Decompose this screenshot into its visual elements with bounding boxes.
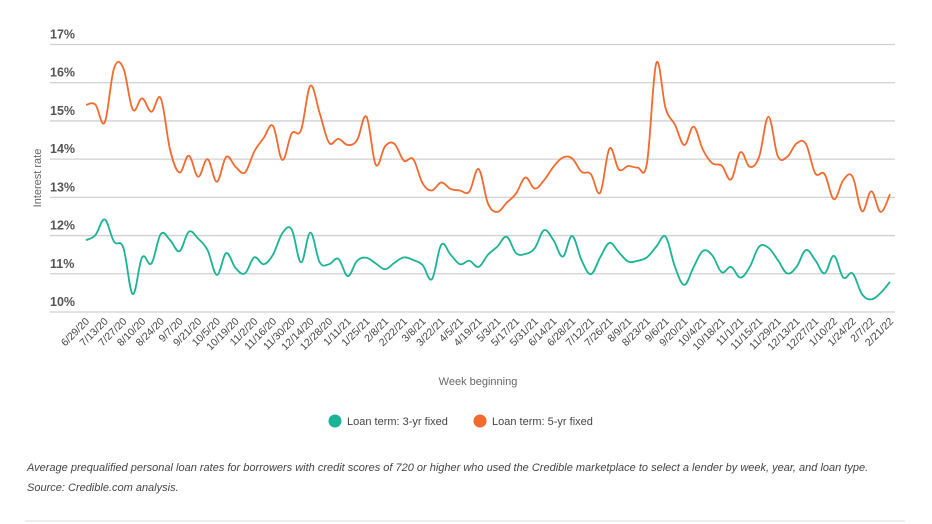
line-chart: 10% 11% 12% 13% 14% 15% 16% 17% 6/29/207/13/207…: [32, 28, 896, 429]
legend-swatch-icon: [328, 414, 342, 428]
chart-caption: Average prequalified personal loan rates…: [27, 462, 869, 494]
legend-swatch-icon: [473, 414, 487, 428]
gridlines: [50, 43, 895, 313]
x-axis-ticks: 6/29/207/13/207/27/208/10/208/24/209/7/2…: [59, 316, 896, 354]
series-line-3yr: [85, 218, 891, 301]
y-axis-label: Interest rate: [32, 149, 44, 208]
series-line-5yr: [85, 60, 891, 213]
legend-item[interactable]: Loan term: 5-yr fixed: [473, 414, 593, 429]
y-axis-ticks: 10% 11% 12% 13% 14% 15% 16% 17%: [50, 28, 75, 310]
divider: [25, 520, 905, 522]
y-tick-label: 15%: [50, 104, 75, 118]
legend: Loan term: 3-yr fixed Loan term: 5-yr fix…: [328, 414, 593, 429]
series-lines: [85, 60, 891, 301]
legend-item[interactable]: Loan term: 3-yr fixed: [328, 414, 448, 429]
y-tick-label: 13%: [50, 180, 75, 194]
y-tick-label: 10%: [50, 295, 75, 309]
y-tick-label: 16%: [50, 66, 75, 80]
legend-label: Loan term: 3-yr fixed: [347, 416, 448, 428]
x-axis-label: Week beginning: [439, 376, 518, 388]
y-tick-label: 17%: [50, 28, 75, 42]
legend-label: Loan term: 5-yr fixed: [492, 416, 593, 428]
y-tick-label: 11%: [50, 257, 74, 271]
y-tick-label: 14%: [50, 142, 75, 156]
y-tick-label: 12%: [50, 219, 75, 233]
